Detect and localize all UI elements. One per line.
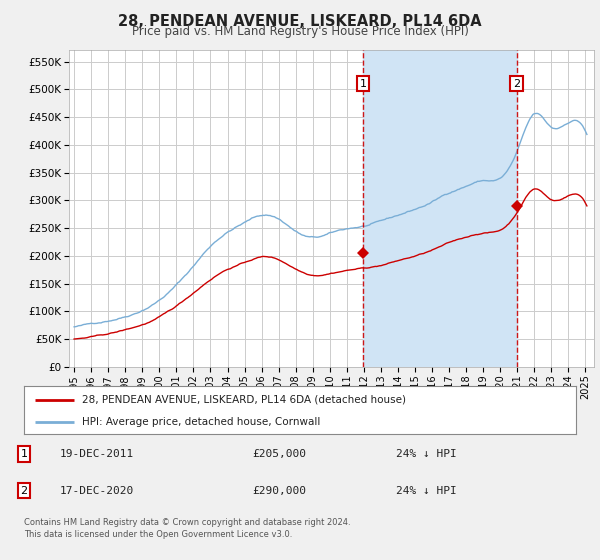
- Bar: [363, 50, 517, 367]
- Text: 17-DEC-2020: 17-DEC-2020: [60, 486, 134, 496]
- Text: 1: 1: [359, 79, 367, 88]
- Text: £290,000: £290,000: [252, 486, 306, 496]
- Text: This data is licensed under the Open Government Licence v3.0.: This data is licensed under the Open Gov…: [24, 530, 292, 539]
- Text: 28, PENDEAN AVENUE, LISKEARD, PL14 6DA: 28, PENDEAN AVENUE, LISKEARD, PL14 6DA: [118, 14, 482, 29]
- Text: 19-DEC-2011: 19-DEC-2011: [60, 449, 134, 459]
- Text: Price paid vs. HM Land Registry's House Price Index (HPI): Price paid vs. HM Land Registry's House …: [131, 25, 469, 38]
- Text: 2: 2: [20, 486, 28, 496]
- Text: 24% ↓ HPI: 24% ↓ HPI: [396, 449, 457, 459]
- Text: 28, PENDEAN AVENUE, LISKEARD, PL14 6DA (detached house): 28, PENDEAN AVENUE, LISKEARD, PL14 6DA (…: [82, 395, 406, 405]
- Text: 24% ↓ HPI: 24% ↓ HPI: [396, 486, 457, 496]
- Text: HPI: Average price, detached house, Cornwall: HPI: Average price, detached house, Corn…: [82, 417, 320, 427]
- Text: Contains HM Land Registry data © Crown copyright and database right 2024.: Contains HM Land Registry data © Crown c…: [24, 518, 350, 527]
- Text: 1: 1: [20, 449, 28, 459]
- Text: £205,000: £205,000: [252, 449, 306, 459]
- Text: 2: 2: [513, 79, 520, 88]
